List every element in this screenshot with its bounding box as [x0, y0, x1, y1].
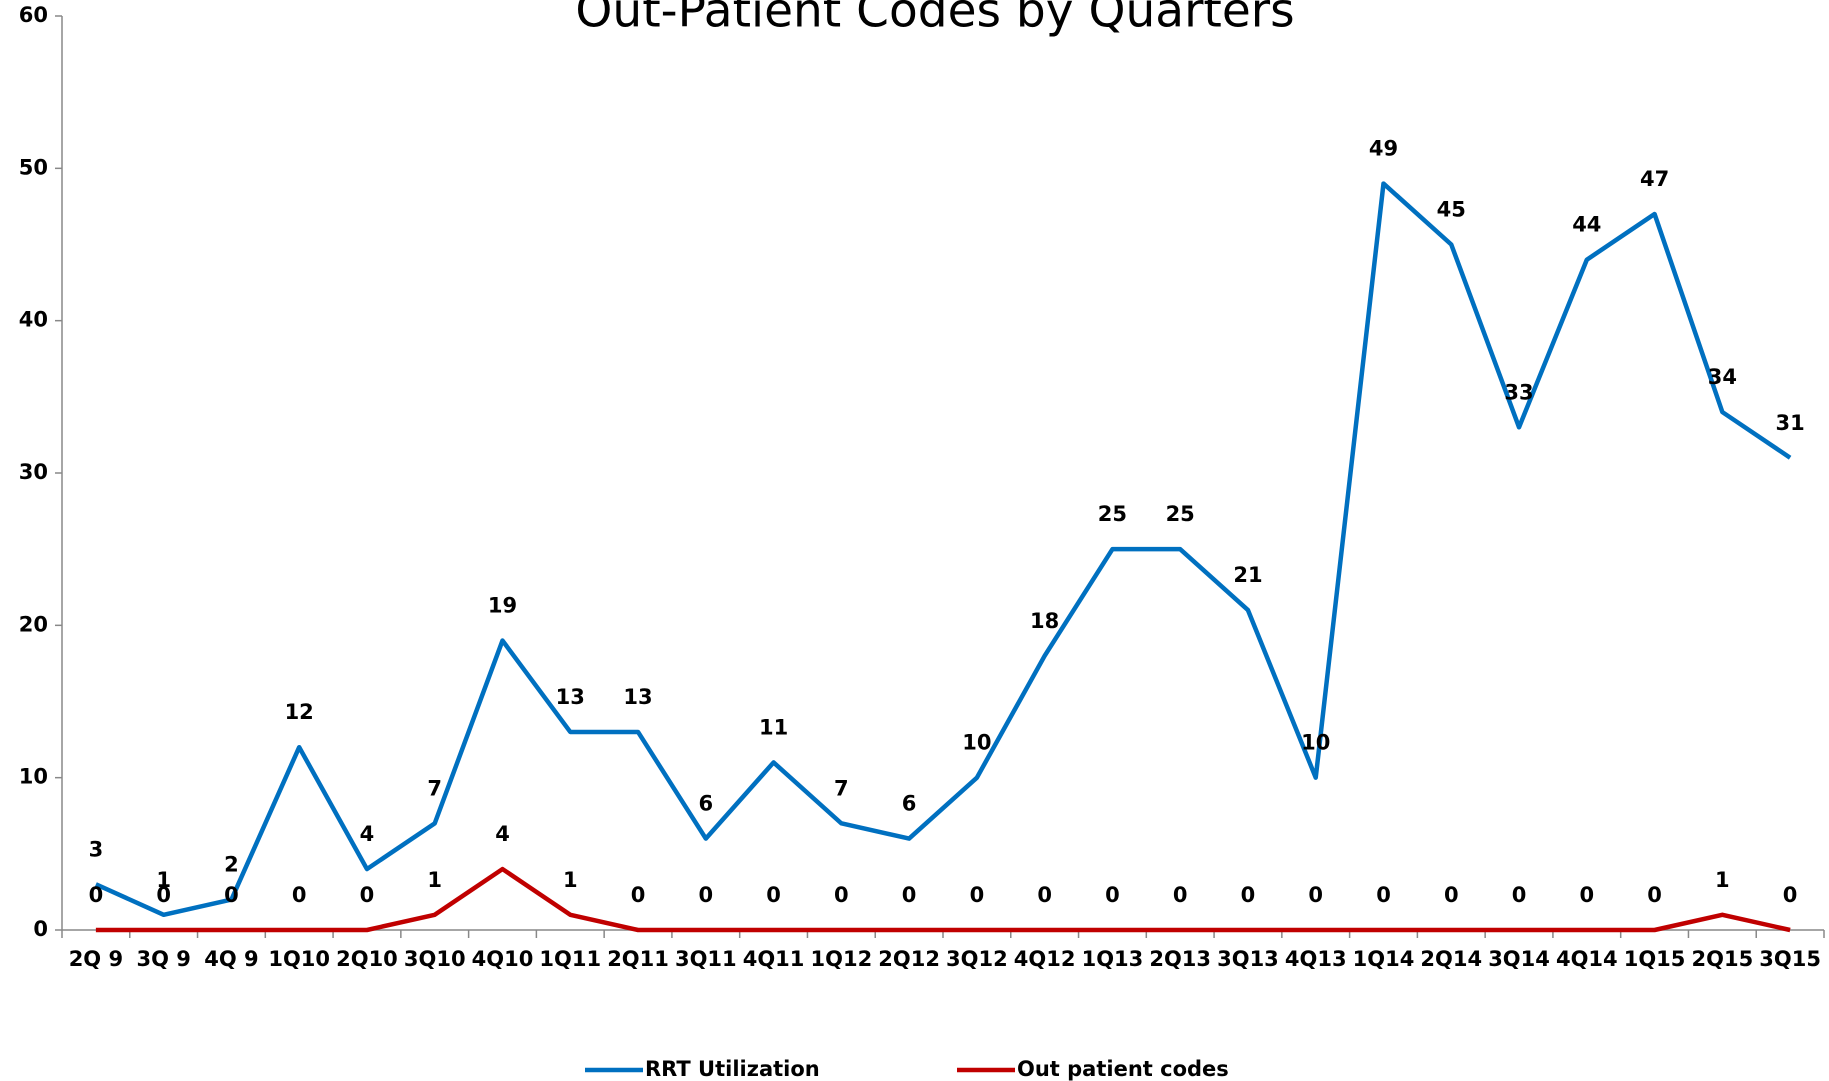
data-label: 0: [224, 883, 239, 907]
y-tick-label: 0: [33, 917, 48, 941]
data-label: 0: [156, 883, 171, 907]
series-line: [94, 181, 1792, 918]
data-label: 12: [285, 700, 314, 724]
data-label: 0: [1783, 883, 1798, 907]
x-tick-label: 3Q13: [1217, 947, 1279, 971]
x-tick-label: 4Q12: [1014, 947, 1076, 971]
data-label: 44: [1572, 213, 1601, 237]
x-tick-label: 4Q11: [743, 947, 805, 971]
data-label: 0: [1647, 883, 1662, 907]
data-label: 13: [623, 685, 652, 709]
x-tick-label: 3Q 9: [136, 947, 190, 971]
data-label: 25: [1166, 502, 1195, 526]
data-label: 0: [970, 883, 985, 907]
data-label: 0: [631, 883, 646, 907]
data-label: 0: [1579, 883, 1594, 907]
x-tick-label: 2Q 9: [69, 947, 123, 971]
data-label: 0: [1037, 883, 1052, 907]
x-tick-label: 2Q12: [878, 947, 940, 971]
data-label: 0: [1105, 883, 1120, 907]
x-tick-label: 1Q14: [1353, 947, 1415, 971]
data-label: 11: [759, 715, 788, 739]
y-tick-label: 40: [19, 308, 48, 332]
data-label: 25: [1098, 502, 1127, 526]
data-label: 1: [427, 868, 442, 892]
data-label: 21: [1233, 563, 1262, 587]
x-tick-label: 3Q10: [404, 947, 466, 971]
data-label: 0: [1376, 883, 1391, 907]
x-tick-label: 1Q12: [811, 947, 873, 971]
data-label: 19: [488, 594, 517, 618]
data-label: 6: [698, 792, 713, 816]
x-tick-label: 1Q10: [268, 947, 330, 971]
x-tick-label: 2Q10: [336, 947, 398, 971]
data-label: 1: [1715, 868, 1730, 892]
data-label: 0: [1512, 883, 1527, 907]
data-label: 6: [902, 792, 917, 816]
data-label: 34: [1708, 365, 1737, 389]
data-label: 7: [427, 776, 442, 800]
x-tick-label: 3Q12: [946, 947, 1008, 971]
legend-label: Out patient codes: [1017, 1057, 1229, 1081]
data-label: 45: [1437, 198, 1466, 222]
data-label: 47: [1640, 167, 1669, 191]
x-tick-label: 4Q13: [1285, 947, 1347, 971]
data-label: 10: [962, 731, 991, 755]
series-line: [95, 866, 1791, 933]
data-label: 2: [224, 853, 239, 877]
data-label: 4: [360, 822, 375, 846]
x-tick-label: 1Q11: [539, 947, 601, 971]
data-label: 0: [1241, 883, 1256, 907]
data-label: 31: [1775, 411, 1804, 435]
x-tick-label: 4Q10: [472, 947, 534, 971]
x-tick-label: 2Q11: [607, 947, 669, 971]
y-tick-label: 50: [19, 155, 48, 179]
data-label: 0: [1308, 883, 1323, 907]
x-tick-label: 3Q14: [1488, 947, 1550, 971]
data-label: 4: [495, 822, 510, 846]
data-label: 10: [1301, 731, 1330, 755]
legend-label: RRT Utilization: [645, 1057, 820, 1081]
x-tick-label: 1Q13: [1082, 947, 1144, 971]
x-tick-label: 4Q 9: [204, 947, 258, 971]
data-label: 0: [292, 883, 307, 907]
data-label: 0: [1444, 883, 1459, 907]
y-tick-label: 30: [19, 460, 48, 484]
y-tick-label: 60: [19, 3, 48, 27]
y-tick-label: 20: [19, 612, 48, 636]
data-label: 33: [1504, 380, 1533, 404]
data-label: 0: [360, 883, 375, 907]
data-label: 0: [902, 883, 917, 907]
x-tick-label: 3Q15: [1759, 947, 1821, 971]
x-tick-label: 2Q15: [1692, 947, 1754, 971]
x-tick-label: 2Q14: [1420, 947, 1482, 971]
data-label: 7: [834, 776, 849, 800]
data-label: 1: [156, 868, 171, 892]
data-label: 0: [89, 883, 104, 907]
x-tick-label: 4Q14: [1556, 947, 1618, 971]
data-label: 0: [766, 883, 781, 907]
x-tick-label: 1Q15: [1624, 947, 1686, 971]
data-label: 0: [834, 883, 849, 907]
data-label: 1: [563, 868, 578, 892]
y-tick-label: 10: [19, 765, 48, 789]
data-label: 18: [1030, 609, 1059, 633]
x-tick-label: 3Q11: [675, 947, 737, 971]
data-label: 0: [1173, 883, 1188, 907]
chart-title: Out-Patient Codes by Quarters: [575, 0, 1294, 39]
data-label: 3: [89, 837, 104, 861]
data-label: 0: [698, 883, 713, 907]
data-label: 13: [556, 685, 585, 709]
x-tick-label: 2Q13: [1149, 947, 1211, 971]
data-label: 49: [1369, 137, 1398, 161]
